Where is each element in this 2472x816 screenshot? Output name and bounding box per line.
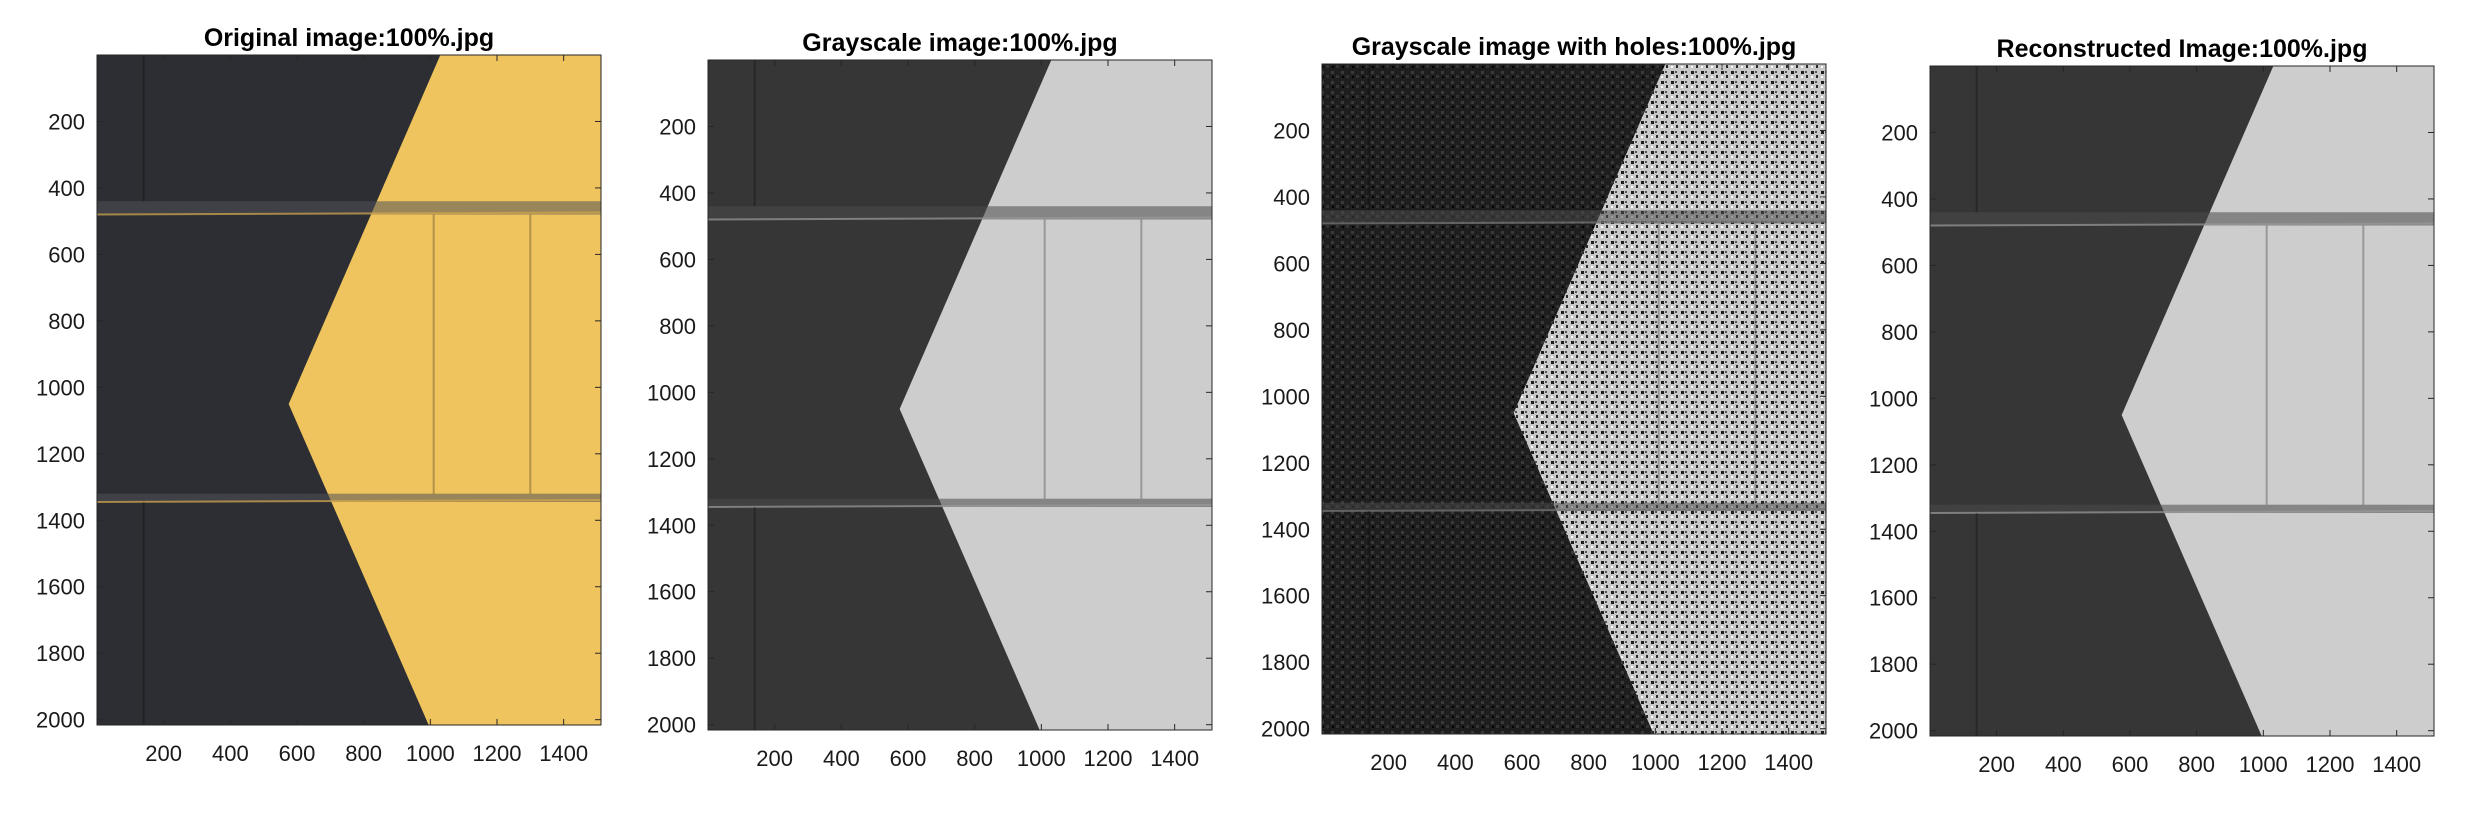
panel-holes-image — [1321, 64, 1827, 734]
x-tick-label: 1400 — [2372, 752, 2421, 777]
panel-reconstructed-axes-box — [1929, 65, 2435, 737]
panel-reconstructed: Reconstructed Image:100%.jpg 200 400 600 800… — [1869, 35, 2435, 777]
y-tick-label: 1000 — [647, 380, 696, 405]
panel-reconstructed-image — [1929, 66, 2435, 736]
y-tick-label: 800 — [1881, 320, 1918, 345]
panel-original-title: Original image:100%.jpg — [204, 24, 494, 52]
y-tick-label: 1800 — [1261, 650, 1310, 675]
y-tick-label: 1000 — [36, 375, 85, 400]
x-tick-label: 800 — [345, 741, 382, 766]
y-tick-label: 400 — [48, 176, 85, 201]
y-tick-label: 200 — [1881, 120, 1918, 145]
x-tick-label: 400 — [212, 741, 249, 766]
x-tick-label: 1000 — [1017, 746, 1066, 771]
y-tick-label: 1200 — [647, 447, 696, 472]
x-tick-label: 600 — [1504, 750, 1541, 775]
x-tick-label: 400 — [2045, 752, 2082, 777]
panel-holes-title: Grayscale image with holes:100%.jpg — [1352, 33, 1797, 61]
y-tick-label: 1600 — [1261, 584, 1310, 609]
y-tick-label: 1600 — [1869, 586, 1918, 611]
y-tick-label: 1600 — [36, 575, 85, 600]
x-tick-label: 1400 — [1150, 746, 1199, 771]
x-tick-label: 600 — [2112, 752, 2149, 777]
x-tick-label: 200 — [145, 741, 182, 766]
y-tick-label: 400 — [1273, 185, 1310, 210]
y-tick-label: 2000 — [1261, 717, 1310, 742]
y-tick-label: 1400 — [647, 513, 696, 538]
panel-original-image — [96, 55, 602, 725]
y-tick-label: 600 — [1881, 253, 1918, 278]
y-tick-label: 1600 — [647, 580, 696, 605]
x-tick-label: 800 — [1570, 750, 1607, 775]
y-tick-label: 1200 — [36, 442, 85, 467]
y-tick-label: 1200 — [1869, 453, 1918, 478]
y-tick-label: 800 — [659, 314, 696, 339]
y-tick-label: 2000 — [647, 713, 696, 738]
x-tick-label: 800 — [956, 746, 993, 771]
x-tick-label: 1400 — [1764, 750, 1813, 775]
y-tick-label: 1200 — [1261, 451, 1310, 476]
x-tick-label: 1200 — [473, 741, 522, 766]
x-tick-label: 600 — [890, 746, 927, 771]
panel-holes: Grayscale image with holes:100%.jpg 200 40… — [1261, 33, 1827, 775]
x-tick-label: 1000 — [2239, 752, 2288, 777]
y-tick-label: 200 — [659, 114, 696, 139]
panel-grayscale-image — [707, 60, 1213, 730]
y-tick-label: 1800 — [1869, 652, 1918, 677]
x-tick-label: 1200 — [1698, 750, 1747, 775]
panel-original-axes-box — [96, 54, 602, 726]
x-tick-label: 600 — [279, 741, 316, 766]
y-tick-label: 1000 — [1869, 386, 1918, 411]
y-tick-label: 200 — [1273, 118, 1310, 143]
y-tick-label: 1800 — [647, 646, 696, 671]
x-tick-label: 1400 — [539, 741, 588, 766]
panel-grayscale-axes-box — [707, 59, 1213, 731]
x-tick-label: 1200 — [2306, 752, 2355, 777]
x-tick-label: 1200 — [1084, 746, 1133, 771]
y-tick-label: 200 — [48, 109, 85, 134]
x-tick-label: 800 — [2178, 752, 2215, 777]
y-tick-label: 600 — [48, 242, 85, 267]
x-tick-label: 400 — [823, 746, 860, 771]
x-tick-label: 1000 — [406, 741, 455, 766]
x-tick-label: 200 — [1370, 750, 1407, 775]
x-tick-label: 400 — [1437, 750, 1474, 775]
panel-grayscale: Grayscale image:100%.jpg 200 400 600 800 1000… — [647, 29, 1213, 771]
y-tick-label: 600 — [659, 247, 696, 272]
y-tick-label: 1000 — [1261, 384, 1310, 409]
y-tick-label: 400 — [1881, 187, 1918, 212]
x-tick-label: 1000 — [1631, 750, 1680, 775]
y-tick-label: 1400 — [36, 508, 85, 533]
panel-holes-axes-box — [1321, 63, 1827, 735]
panel-reconstructed-title: Reconstructed Image:100%.jpg — [1997, 35, 2368, 63]
x-tick-label: 200 — [1978, 752, 2015, 777]
y-tick-label: 400 — [659, 181, 696, 206]
x-tick-label: 200 — [756, 746, 793, 771]
y-tick-label: 2000 — [36, 708, 85, 733]
y-tick-label: 1800 — [36, 641, 85, 666]
y-tick-label: 1400 — [1261, 517, 1310, 542]
panel-original: Original image:100%.jpg 200 400 600 800 1000 1… — [36, 24, 602, 766]
panel-grayscale-title: Grayscale image:100%.jpg — [802, 29, 1117, 57]
y-tick-label: 1400 — [1869, 519, 1918, 544]
y-tick-label: 800 — [1273, 318, 1310, 343]
y-tick-label: 600 — [1273, 251, 1310, 276]
y-tick-label: 800 — [48, 309, 85, 334]
y-tick-label: 2000 — [1869, 719, 1918, 744]
